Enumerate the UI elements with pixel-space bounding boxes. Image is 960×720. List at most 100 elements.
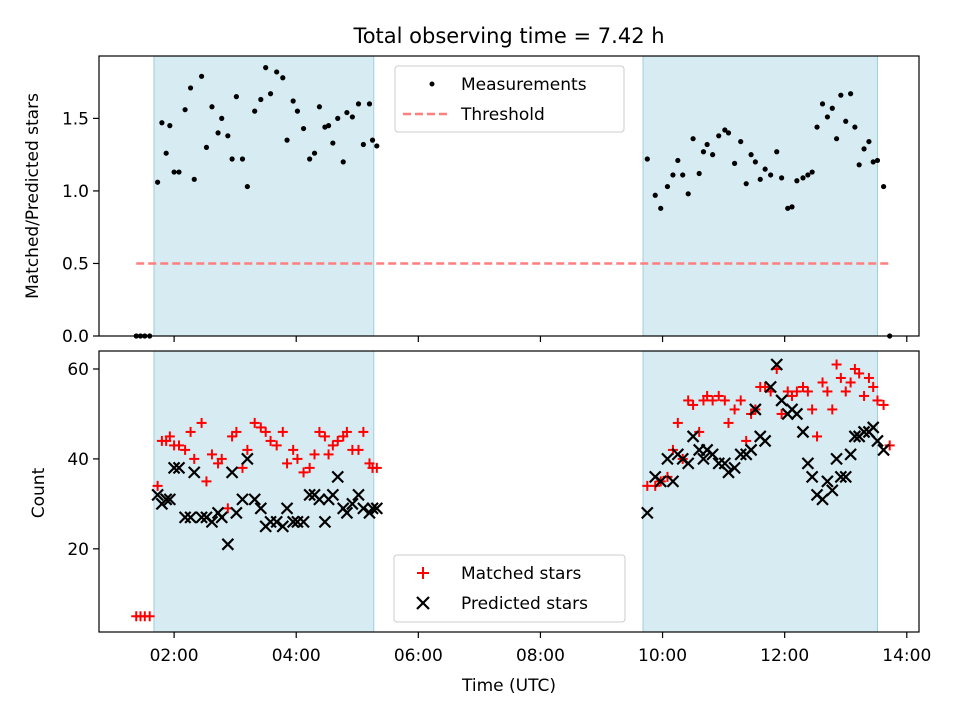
predicted-star-stroke [697,452,710,466]
top-panel-axes: 0.0 0.5 1.0 1.5 [62,55,920,347]
predicted-star-stroke [877,443,890,457]
matched-star-marker [884,440,895,451]
measurement-point [752,159,758,165]
matched-star-marker [683,395,694,406]
measurement-point [133,333,139,339]
predicted-star-stroke [661,452,674,466]
measurement-point [852,124,858,130]
matched-star-marker [735,395,746,406]
predicted-star-marker [661,452,674,466]
x-tick-label: 14:00 [882,646,931,666]
measurement-point [880,183,887,190]
top-y-axis-label: Matched/Predicted stars [23,93,43,299]
measurement-point [294,108,301,114]
predicted-star-marker [151,488,164,502]
predicted-star-marker [821,475,834,488]
matched-star-marker [144,611,155,622]
bottom-y-axis-label: Count [29,467,49,518]
measurement-point [258,96,264,103]
predicted-star-marker [857,425,871,439]
observing-window-2 [642,55,878,337]
matched-star-marker [812,431,823,442]
measurement-point [805,172,811,178]
predicted-star-stroke [775,394,788,407]
matched-star-marker [152,480,163,491]
predicted-star-marker [303,488,316,502]
predicted-star-marker [866,421,880,434]
measurement-point [252,108,258,114]
predicted-star-stroke [205,515,219,529]
predicted-star-marker [318,515,332,529]
predicted-star-stroke [297,515,310,529]
predicted-star-stroke [844,448,857,461]
measurement-point [263,65,269,71]
predicted-star-stroke [718,457,732,470]
measurement-point [866,138,872,145]
measurement-point [725,130,732,136]
measurement-point [652,192,658,198]
measurement-point [722,127,728,133]
top-panel-ratio: 0.0 0.5 1.0 1.5 [62,55,920,347]
measurement-point [824,114,831,120]
measurement-point [848,91,854,97]
predicted-star-marker [734,448,747,461]
predicted-star-stroke [801,457,815,470]
measurement-point [142,333,148,339]
matched-star-marker [242,444,253,455]
measurement-point [732,160,738,166]
measurement-point [738,138,744,145]
matched-star-marker [729,404,740,415]
predicted-star-marker [744,443,758,457]
predicted-star-marker [706,448,719,461]
measurement-point [819,101,826,107]
predicted-star-marker [357,502,370,515]
legend-predicted-label: Predicted stars [461,594,588,614]
predicted-star-stroke [303,488,316,502]
predicted-star-marker [280,502,294,515]
predicted-star-marker [830,452,843,466]
measurement-point [843,118,849,124]
predicted-star-stroke [722,466,735,479]
predicted-star-marker [686,430,700,443]
measurement-point [284,137,290,143]
matched-star-marker [292,453,303,464]
matched-star-marker [265,435,276,446]
predicted-star-marker [326,488,340,502]
measurement-point [203,144,210,150]
predicted-star-marker [758,434,772,448]
predicted-star-marker [697,452,710,466]
matched-star-marker [196,417,207,428]
measurement-point [219,115,225,121]
measurement-point [167,123,173,129]
measurement-point [215,130,221,136]
predicted-star-stroke [805,470,819,484]
measurement-point [768,172,774,178]
predicted-star-marker [826,484,839,497]
measurement-point [355,101,362,107]
matched-star-marker [672,417,683,428]
predicted-star-stroke [318,515,332,529]
legend-measurements-label: Measurements [461,75,587,95]
measurement-point [239,156,246,162]
y-tick-label: 1.5 [62,109,89,129]
matched-star-marker [760,381,771,392]
matched-star-marker [249,417,260,428]
matched-star-marker [868,381,879,392]
predicted-star-marker [790,407,804,421]
predicted-star-marker [775,394,788,407]
predicted-star-stroke [790,407,804,421]
measurement-point [155,179,161,185]
measurement-point [360,141,366,148]
measurement-point [779,175,785,181]
matched-star-marker [807,404,818,415]
x-tick-label: 02:00 [150,646,199,666]
measurement-point [838,92,844,98]
predicted-star-marker [225,466,239,479]
measurement-point [690,136,696,142]
legend-measurements-marker [429,81,435,87]
predicted-star-marker [159,493,173,506]
matched-star-marker [304,462,315,473]
bottom-panel-axes: 20 40 60 02:00 04:00 06:00 08:00 10:00 12:00 14:0… [67,350,931,666]
predicted-star-stroke [352,488,365,502]
predicted-star-marker [654,475,668,488]
